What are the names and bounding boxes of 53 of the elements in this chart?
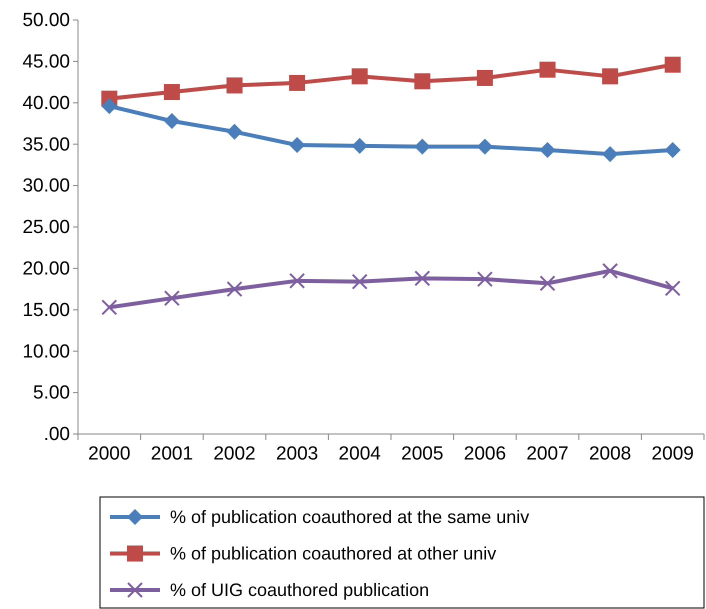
point xyxy=(540,62,556,78)
point xyxy=(101,299,118,316)
y-tick-label: 10.00 xyxy=(22,341,70,362)
point xyxy=(540,142,556,158)
point xyxy=(164,84,180,100)
point xyxy=(226,124,242,140)
x-tick-label: 2005 xyxy=(401,443,444,464)
y-tick-label: 35.00 xyxy=(22,134,70,156)
y-tick-label: 45.00 xyxy=(22,51,70,72)
point xyxy=(226,281,242,298)
y-tick-label: 5.00 xyxy=(33,382,70,404)
x-tick-label: 2008 xyxy=(588,443,632,464)
x-tick-label: 2000 xyxy=(88,443,130,464)
point xyxy=(352,138,368,154)
point xyxy=(164,113,180,130)
y-tick-label: 40.00 xyxy=(22,92,70,114)
legend-label: % of UIG coauthored publication xyxy=(170,580,430,600)
x-tick-label: 2006 xyxy=(464,443,506,464)
point xyxy=(664,280,681,296)
point xyxy=(414,73,430,90)
point xyxy=(164,290,180,306)
point xyxy=(414,138,430,155)
legend-label: % of publication coauthored at the same univ xyxy=(170,507,530,527)
point xyxy=(602,146,618,162)
y-tick-label: 25.00 xyxy=(22,217,70,238)
point xyxy=(476,271,493,288)
x-tick-label: 2002 xyxy=(213,443,256,464)
point xyxy=(289,272,306,289)
point xyxy=(664,56,681,73)
point xyxy=(476,138,493,155)
point xyxy=(289,137,306,154)
x-tick-label: 2004 xyxy=(338,443,382,464)
point xyxy=(602,68,618,84)
point xyxy=(101,98,118,114)
x-tick-label: 2001 xyxy=(150,443,194,464)
y-tick-label: 20.00 xyxy=(22,258,70,280)
y-tick-label: .00 xyxy=(44,424,70,446)
x-tick-label: 2007 xyxy=(526,443,569,464)
point xyxy=(476,70,493,86)
point xyxy=(540,275,556,292)
y-tick-label: 15.00 xyxy=(22,300,70,321)
point xyxy=(602,262,618,279)
legend-label: % of publication coauthored at other univ xyxy=(170,544,496,564)
y-tick-label: 30.00 xyxy=(22,176,70,197)
x-tick-label: 2003 xyxy=(276,443,318,464)
point xyxy=(289,74,306,91)
x-tick-label: 2009 xyxy=(652,443,694,464)
y-tick-label: 50.00 xyxy=(22,10,70,32)
point xyxy=(352,274,368,290)
point xyxy=(414,270,430,286)
point xyxy=(664,142,681,158)
point xyxy=(226,77,242,94)
point xyxy=(352,68,368,84)
